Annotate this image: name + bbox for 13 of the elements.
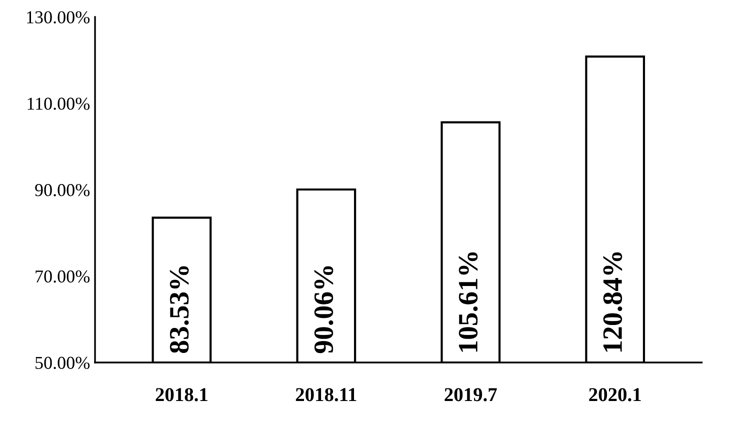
x-tick-label: 2018.11	[296, 388, 356, 402]
x-tick-label: 2018.1	[156, 388, 208, 402]
y-tick-label: 110.00%	[28, 98, 90, 110]
y-tick-label: 90.00%	[35, 184, 90, 196]
y-tick-label: 130.00%	[27, 11, 90, 24]
data-label: 105.61%	[458, 252, 478, 352]
data-label: 120.84%	[603, 252, 622, 352]
y-tick-label: 70.00%	[36, 270, 90, 283]
data-label: 83.53%	[170, 266, 189, 353]
x-tick-label: 2020.1	[589, 388, 641, 402]
y-tick-label: 50.00%	[36, 356, 90, 370]
data-label: 90.06%	[314, 266, 334, 354]
x-tick-label: 2019.7	[444, 388, 497, 402]
